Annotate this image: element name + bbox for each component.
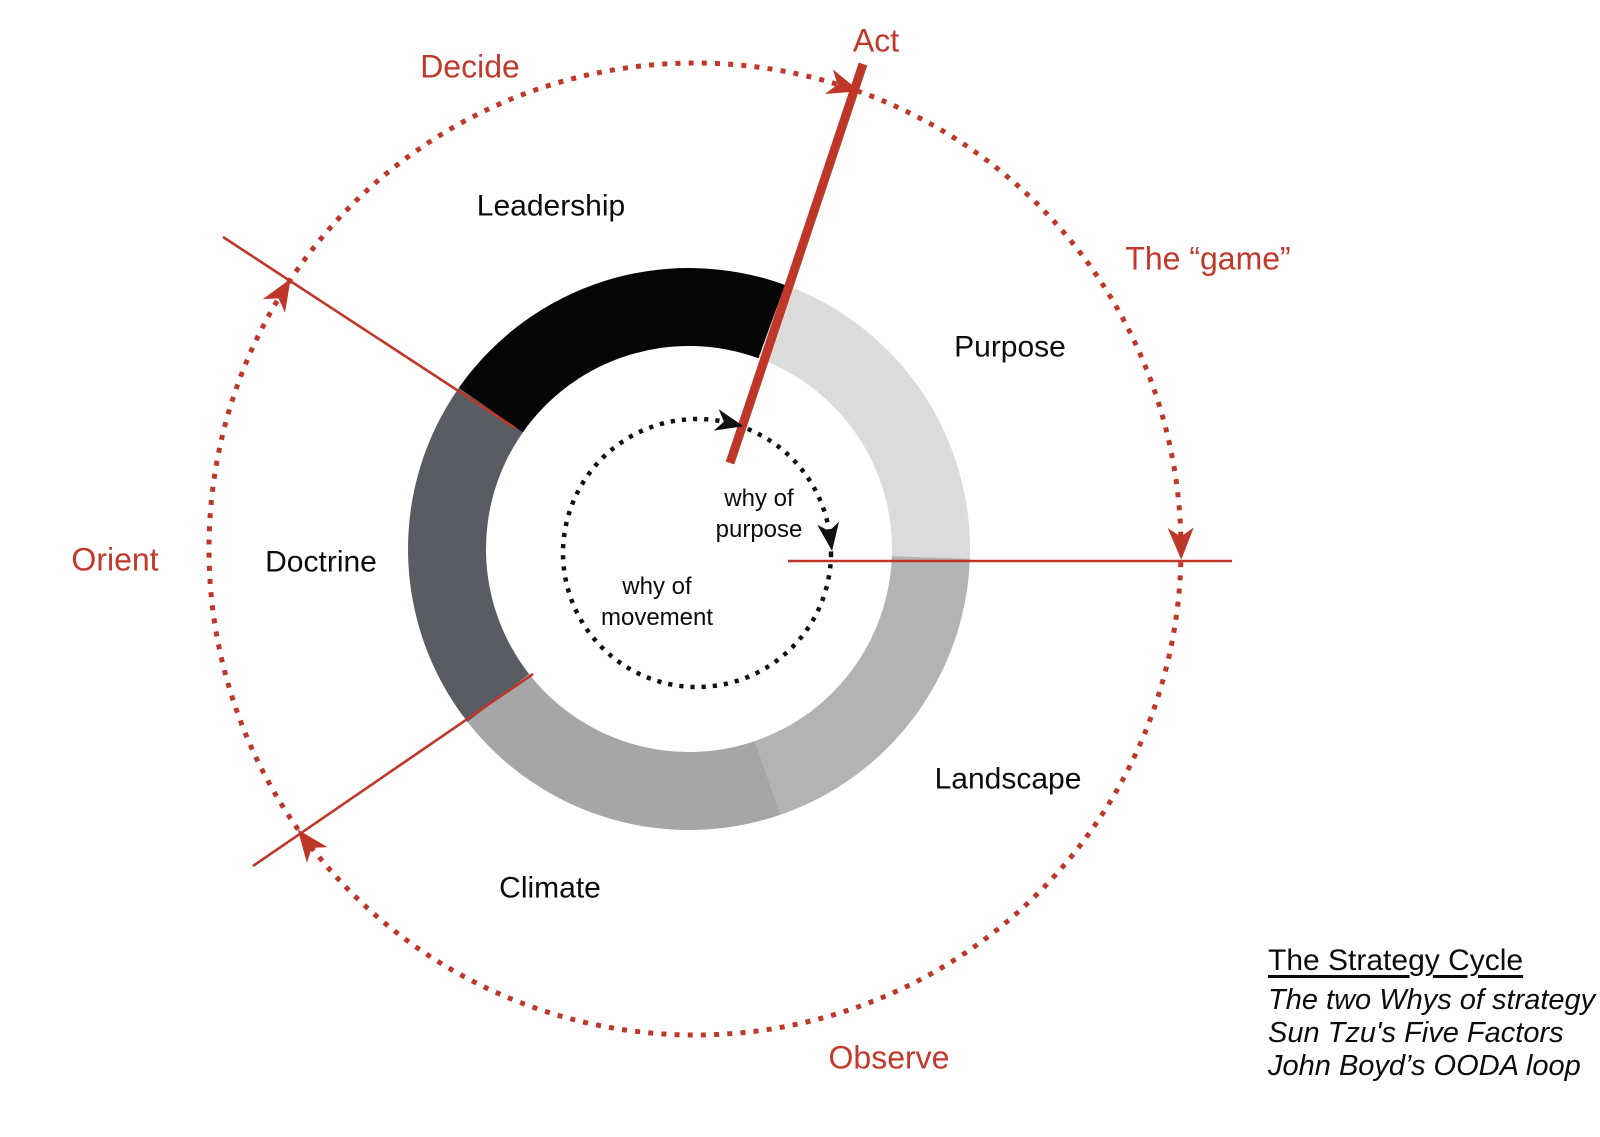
ooda-direction-arrowhead-1	[825, 69, 860, 95]
ring-segment-landscape	[755, 556, 970, 815]
orient-decide-boundary-line	[222, 235, 516, 430]
why-of-purpose-label: why of purpose	[716, 483, 803, 545]
why-of-movement-line1: why of	[622, 572, 692, 600]
legend-title: The Strategy Cycle	[1268, 944, 1524, 977]
ring-segment-doctrine	[407, 387, 530, 723]
factor-label-purpose: Purpose	[954, 330, 1066, 364]
why-direction-arrowhead-1	[713, 409, 744, 431]
why-of-purpose-line1: why of	[724, 484, 794, 512]
legend-line-3: John Boyd’s OODA loop	[1268, 1050, 1581, 1082]
ooda-label-observe: Observe	[828, 1039, 950, 1076]
factor-label-leadership: Leadership	[476, 189, 626, 223]
why-direction-arrowhead-2	[817, 521, 840, 551]
act-line	[725, 62, 868, 465]
ooda-label-orient: Orient	[71, 541, 159, 578]
legend-block: The Strategy Cycle The two Whys of strat…	[1268, 944, 1595, 1083]
why-of-purpose-line2: purpose	[715, 516, 803, 543]
ooda-label-game: The “game”	[1125, 240, 1291, 277]
why-of-movement-line2: movement	[600, 604, 714, 631]
ooda-label-decide: Decide	[420, 48, 520, 85]
ooda-label-act: Act	[852, 22, 900, 59]
why-cycle-dotted-circle	[560, 416, 834, 690]
ooda-direction-arrowhead-3	[297, 829, 328, 863]
why-of-movement-label: why of movement	[601, 571, 713, 633]
legend-line-1: The two Whys of strategy	[1268, 984, 1596, 1016]
ooda-direction-arrowhead-4	[262, 278, 291, 313]
observe-orient-boundary-line	[252, 672, 534, 868]
ring-segment-climate	[467, 673, 781, 830]
ring-segment-leadership	[458, 268, 786, 433]
legend-line-2: Sun Tzu's Five Factors	[1268, 1017, 1564, 1049]
factor-label-doctrine: Doctrine	[265, 545, 377, 579]
ring-segment-purpose	[758, 284, 970, 559]
factor-label-landscape: Landscape	[934, 762, 1082, 796]
factor-label-climate: Climate	[499, 871, 601, 905]
ooda-direction-arrowhead-2	[1167, 527, 1194, 560]
